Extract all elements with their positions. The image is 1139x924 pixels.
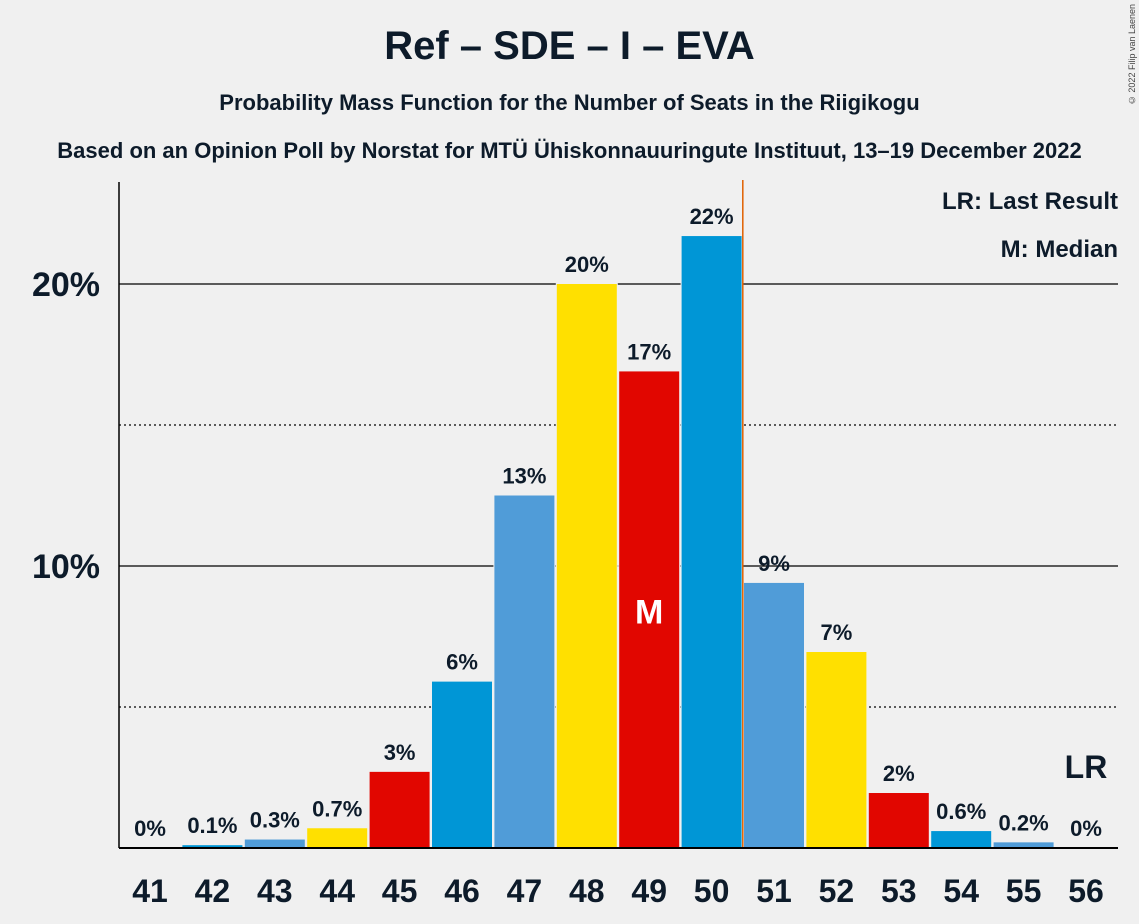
bar-42 <box>182 845 243 848</box>
bar-value-label: 0.1% <box>187 813 237 838</box>
bar-51 <box>744 582 804 848</box>
y-tick-label: 20% <box>32 266 100 304</box>
bar-value-label: 2% <box>883 761 915 786</box>
bar-value-label: 0% <box>134 816 166 841</box>
bar-value-label: 22% <box>690 204 734 229</box>
x-tick-label: 52 <box>819 873 855 909</box>
y-tick-label: 10% <box>32 548 100 586</box>
bar-53 <box>868 793 929 848</box>
bar-45 <box>369 771 430 848</box>
x-tick-label: 54 <box>943 873 979 909</box>
legend-last-result: LR: Last Result <box>942 188 1118 215</box>
bar-value-label: 0% <box>1070 816 1102 841</box>
x-tick-label: 50 <box>694 873 730 909</box>
chart-source: Based on an Opinion Poll by Norstat for … <box>57 138 1082 163</box>
legend-median: M: Median <box>1001 236 1118 263</box>
x-tick-label: 47 <box>507 873 543 909</box>
bar-value-label: 0.3% <box>250 808 300 833</box>
bar-value-label: 3% <box>384 740 416 765</box>
bars-group <box>181 235 1055 848</box>
x-tick-label: 51 <box>756 873 792 909</box>
x-tick-label: 49 <box>631 873 667 909</box>
x-tick-label: 48 <box>569 873 605 909</box>
bar-46 <box>432 681 492 848</box>
bar-55 <box>993 842 1054 848</box>
x-tick-label: 45 <box>382 873 418 909</box>
x-tick-label: 44 <box>319 873 355 909</box>
bar-value-label: 7% <box>821 620 853 645</box>
bar-43 <box>244 839 305 848</box>
bar-value-label: 0.6% <box>936 799 986 824</box>
bar-value-label: 20% <box>565 252 609 277</box>
bar-value-label: 17% <box>627 339 671 364</box>
x-tick-label: 43 <box>257 873 293 909</box>
bar-44 <box>307 828 368 848</box>
chart-title: Ref – SDE – I – EVA <box>384 24 755 68</box>
x-tick-label: 56 <box>1068 873 1104 909</box>
x-tick-label: 53 <box>881 873 917 909</box>
x-tick-label: 46 <box>444 873 480 909</box>
bar-value-label: 0.2% <box>999 810 1049 835</box>
bar-50 <box>681 236 742 848</box>
bar-value-label: 9% <box>758 551 790 576</box>
bar-47 <box>494 495 555 848</box>
x-tick-label: 42 <box>195 873 231 909</box>
bar-49 <box>619 371 680 848</box>
bar-value-label: 6% <box>446 650 478 675</box>
bar-52 <box>806 652 867 848</box>
x-tick-label: 55 <box>1006 873 1042 909</box>
x-tick-label: 41 <box>132 873 168 909</box>
chart-subtitle: Probability Mass Function for the Number… <box>219 90 920 115</box>
bar-54 <box>931 831 992 848</box>
last-result-marker: LR <box>1065 749 1108 785</box>
bar-value-label: 0.7% <box>312 796 362 821</box>
overlay-group: 0% 41 0.1% 42 0.3% 43 0.7% 44 3% 45 6% 46 13% 47 20% 48… <box>118 180 1118 909</box>
bar-value-label: 13% <box>502 464 546 489</box>
bar-48 <box>556 284 617 848</box>
median-marker: M <box>635 593 663 631</box>
